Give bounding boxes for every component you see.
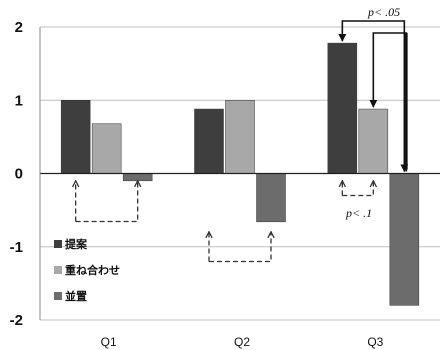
legend-label-series-1: 提案 (65, 237, 88, 251)
y-tick-label: 1 (15, 92, 23, 109)
comparison-arrows (75, 20, 409, 263)
bar-series-2-cat-2 (225, 100, 255, 174)
bar-series-2-cat-3 (358, 108, 389, 174)
bar-series-1-cat-3 (327, 42, 358, 174)
bar-series-3-cat-1 (122, 173, 153, 182)
connector-q3-b (342, 182, 373, 197)
x-tick-label: Q2 (234, 335, 250, 349)
y-tick-label: -2 (10, 312, 23, 329)
connector-q1-b (75, 182, 138, 223)
x-tick-label: Q1 (101, 335, 117, 349)
x-tick-label: Q3 (367, 335, 383, 349)
y-tick-label: 2 (15, 19, 23, 36)
y-tick-label: -1 (10, 239, 23, 256)
legend-swatch-series-3 (54, 292, 62, 300)
bar-series-1-cat-1 (60, 100, 91, 174)
y-tick-label: 0 (15, 166, 23, 183)
legend: 提案 重ね合わせ 並置 (54, 237, 120, 303)
legend-swatch-series-2 (54, 266, 62, 274)
legend-swatch-series-1 (54, 240, 62, 248)
annotation-p1: p< .1 (345, 206, 372, 220)
annotation-p05: p< .05 (367, 5, 400, 19)
legend-label-series-3: 並置 (65, 289, 87, 303)
bar-series-3-cat-3 (389, 173, 420, 306)
sig-arrow-p05-outer (338, 20, 409, 173)
bar-series-3-cat-2 (256, 173, 286, 223)
bar-series-2-cat-1 (91, 123, 122, 174)
connector-q2-b (209, 233, 271, 263)
bar-series-1-cat-2 (194, 108, 224, 174)
legend-label-series-2: 重ね合わせ (65, 263, 120, 277)
